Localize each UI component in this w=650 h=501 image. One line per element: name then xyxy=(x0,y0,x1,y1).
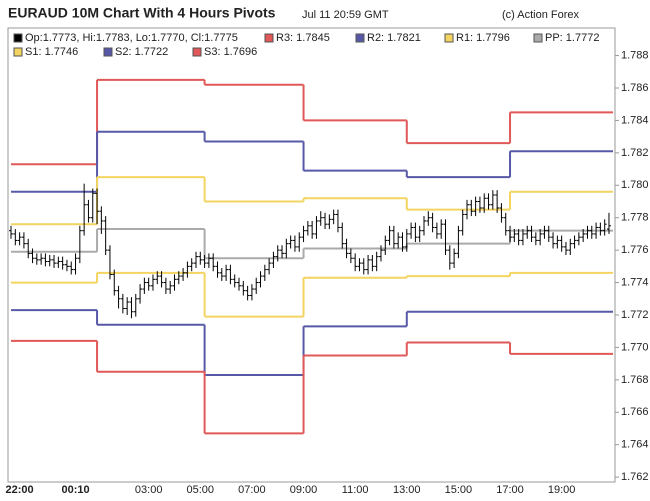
y-tick-label: 1.764 xyxy=(621,439,649,451)
x-tick-label: 22:00 xyxy=(6,484,34,496)
x-tick-label: 15:00 xyxy=(445,484,473,496)
y-tick-label: 1.766 xyxy=(621,406,649,418)
y-tick-label: 1.782 xyxy=(621,147,649,159)
x-tick-label: 00:10 xyxy=(61,484,89,496)
y-tick-label: 1.774 xyxy=(621,276,649,288)
chart-date: Jul 11 20:59 GMT xyxy=(302,9,389,21)
y-tick-label: 1.776 xyxy=(621,244,649,256)
legend-swatch xyxy=(103,47,113,57)
legend-label: Op:1.7773, Hi:1.7783, Lo:1.7770, Cl:1.77… xyxy=(25,32,238,44)
chart-credit: (c) Action Forex xyxy=(502,9,580,21)
legend-swatch xyxy=(355,33,365,43)
x-tick-label: 09:00 xyxy=(290,484,318,496)
x-tick-label: 05:00 xyxy=(187,484,215,496)
legend-swatch xyxy=(192,47,202,57)
legend-swatch xyxy=(13,33,23,43)
plot-frame xyxy=(7,27,616,483)
legend-swatch xyxy=(13,47,23,57)
legend-swatch xyxy=(533,33,543,43)
x-tick-label: 07:00 xyxy=(238,484,266,496)
y-tick-label: 1.768 xyxy=(621,374,649,386)
x-tick-label: 03:00 xyxy=(135,484,163,496)
legend-label: R1: 1.7796 xyxy=(456,32,510,44)
legend-swatch xyxy=(264,33,274,43)
legend-label: R3: 1.7845 xyxy=(276,32,330,44)
x-tick-label: 17:00 xyxy=(496,484,524,496)
y-tick-label: 1.788 xyxy=(621,49,649,61)
legend-swatch xyxy=(444,33,454,43)
legend-label: S2: 1.7722 xyxy=(115,46,168,58)
legend-label: R2: 1.7821 xyxy=(367,32,421,44)
x-tick-label: 19:00 xyxy=(548,484,576,496)
y-tick-label: 1.762 xyxy=(621,471,649,483)
legend-label: S1: 1.7746 xyxy=(25,46,78,58)
x-tick-label: 13:00 xyxy=(393,484,421,496)
y-tick-label: 1.770 xyxy=(621,341,649,353)
y-tick-label: 1.784 xyxy=(621,114,649,126)
y-tick-label: 1.778 xyxy=(621,212,649,224)
legend-label: S3: 1.7696 xyxy=(204,46,257,58)
y-tick-label: 1.772 xyxy=(621,309,649,321)
y-tick-label: 1.780 xyxy=(621,179,649,191)
x-tick-label: 11:00 xyxy=(342,484,369,496)
y-tick-label: 1.786 xyxy=(621,82,649,94)
chart-title: EURAUD 10M Chart With 4 Hours Pivots xyxy=(8,5,276,21)
legend-label: PP: 1.7772 xyxy=(545,32,599,44)
